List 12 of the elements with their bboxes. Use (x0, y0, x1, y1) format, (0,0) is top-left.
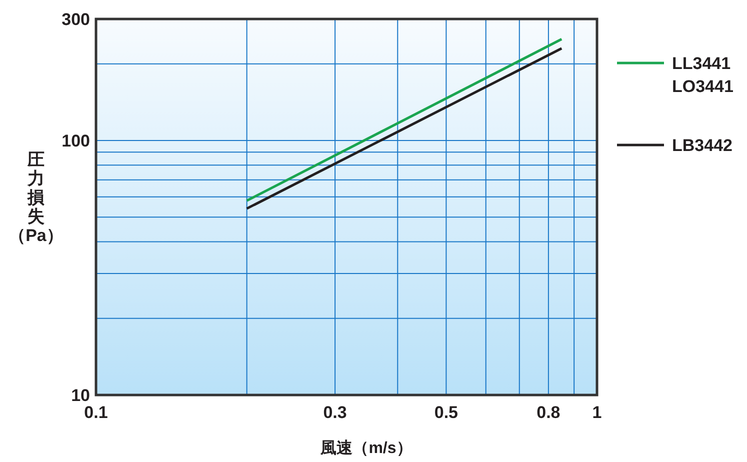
x-tick-label: 0.5 (434, 403, 458, 422)
y-tick-label: 100 (62, 131, 90, 150)
y-tick-label: 10 (71, 386, 90, 405)
x-tick-label: 1 (592, 403, 602, 422)
legend-label: LL3441 LO3441 (672, 54, 734, 96)
x-axis-title: 風速（m/s） (320, 439, 412, 457)
x-tick-label: 0.1 (84, 403, 108, 422)
x-tick-label: 0.3 (323, 403, 347, 422)
y-tick-label: 300 (62, 10, 90, 29)
x-tick-label: 0.8 (536, 403, 560, 422)
y-axis-title: 圧力損失（Pa） (8, 150, 64, 245)
legend-label: LB3442 (672, 136, 732, 155)
